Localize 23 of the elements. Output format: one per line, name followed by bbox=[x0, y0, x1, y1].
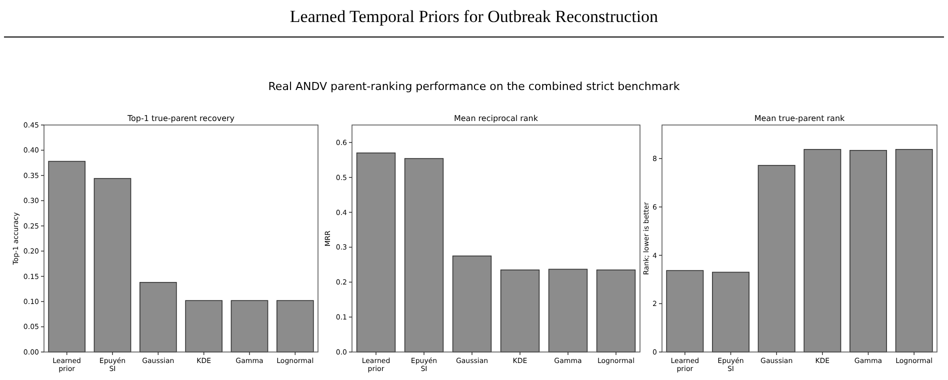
bar bbox=[452, 256, 492, 352]
bar bbox=[276, 300, 314, 352]
bar bbox=[895, 149, 933, 352]
bar bbox=[94, 178, 132, 352]
bar bbox=[804, 149, 842, 352]
bar bbox=[712, 272, 750, 352]
chart-title: Top-1 true-parent recovery bbox=[126, 114, 235, 123]
bar bbox=[48, 160, 86, 352]
bar bbox=[666, 270, 704, 352]
text: Real ANDV parent-ranking performance on the combined strict benchmark bbox=[268, 80, 680, 93]
chart-title: Mean true-parent rank bbox=[754, 114, 846, 123]
chart-title: Mean reciprocal rank bbox=[454, 114, 538, 123]
bar bbox=[596, 270, 636, 352]
bar bbox=[500, 270, 540, 352]
bar bbox=[850, 150, 887, 352]
bar bbox=[758, 164, 796, 352]
bar bbox=[230, 300, 268, 352]
bar bbox=[356, 152, 396, 352]
bar bbox=[548, 268, 588, 352]
bar bbox=[404, 158, 444, 352]
text: Learned Temporal Priors for Outbreak Reconstruction bbox=[290, 7, 659, 26]
bar bbox=[140, 282, 177, 352]
bar bbox=[185, 300, 222, 352]
